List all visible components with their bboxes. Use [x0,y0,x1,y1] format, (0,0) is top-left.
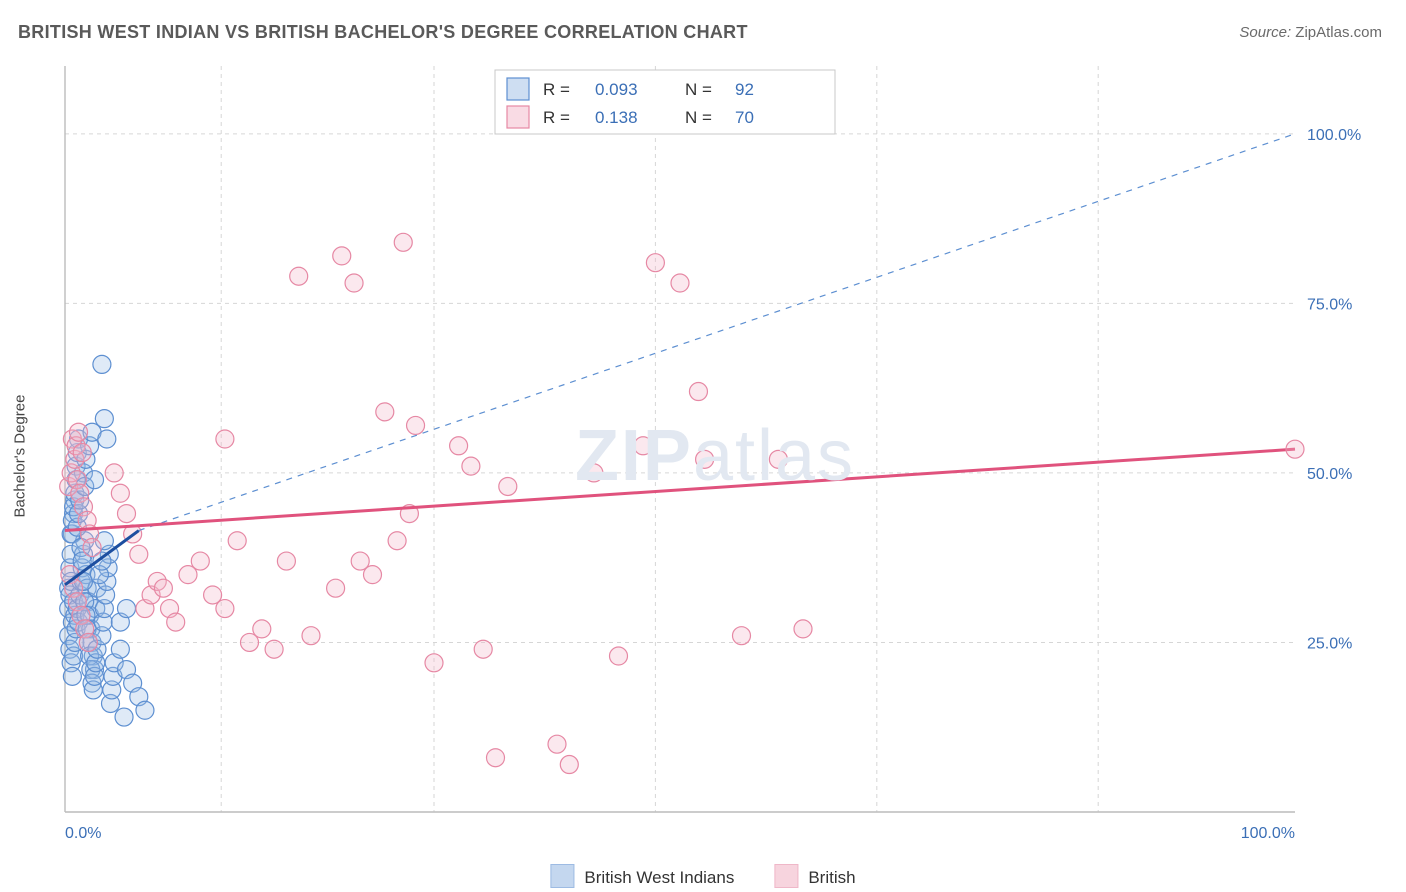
legend-bottom-label: British West Indians [584,868,734,887]
scatter-point-bwi [115,708,133,726]
scatter-point-bwi [86,471,104,489]
scatter-point-british [70,423,88,441]
legend-bottom-label: British [808,868,855,887]
legend-bottom-item-bwi: British West Indians [550,864,734,888]
scatter-point-british [118,505,136,523]
scatter-point-british [333,247,351,265]
scatter-point-bwi [63,667,81,685]
scatter-point-british [265,640,283,658]
source-attribution: Source: ZipAtlas.com [1239,24,1382,41]
scatter-point-british [689,383,707,401]
scatter-point-bwi [93,355,111,373]
scatter-point-british [216,600,234,618]
legend-top-R-label: R = [543,108,570,127]
scatter-point-british [610,647,628,665]
scatter-point-british [388,532,406,550]
scatter-point-british [794,620,812,638]
scatter-point-british [462,457,480,475]
legend-top-swatch-british [507,106,529,128]
scatter-point-british [111,484,129,502]
source-label: Source: [1239,24,1291,41]
legend-top-swatch-bwi [507,78,529,100]
scatter-point-british [79,633,97,651]
projection-line-bwi [139,134,1295,531]
legend-top-N-value: 70 [735,108,754,127]
scatter-point-british [696,450,714,468]
scatter-point-bwi [111,640,129,658]
y-tick-label: 100.0% [1307,127,1361,144]
scatter-point-british [548,735,566,753]
scatter-point-british [425,654,443,672]
legend-top-R-value: 0.138 [595,108,638,127]
y-tick-label: 25.0% [1307,635,1352,652]
scatter-point-british [105,464,123,482]
x-tick-label: 0.0% [65,825,101,842]
scatter-point-british [290,267,308,285]
scatter-point-british [646,254,664,272]
scatter-point-british [228,532,246,550]
scatter-point-british [167,613,185,631]
legend-top-R-value: 0.093 [595,80,638,99]
scatter-point-british [394,233,412,251]
y-tick-label: 50.0% [1307,466,1352,483]
scatter-point-british [154,579,172,597]
scatter-point-british [191,552,209,570]
legend-top-R-label: R = [543,80,570,99]
scatter-point-british [407,416,425,434]
legend-top-N-label: N = [685,80,712,99]
scatter-point-british [487,749,505,767]
scatter-point-british [474,640,492,658]
y-axis-label: Bachelor's Degree [12,395,29,518]
scatter-point-british [499,477,517,495]
scatter-point-british [634,437,652,455]
scatter-point-british [345,274,363,292]
chart-svg: 25.0% 50.0% 75.0% 100.0% 0.0% 100.0% R = 0.093 N… [45,60,1385,852]
scatter-point-british [560,756,578,774]
scatter-point-british [253,620,271,638]
scatter-point-british [585,464,603,482]
scatter-point-british [376,403,394,421]
scatter-point-bwi [118,600,136,618]
legend-bottom-swatch-british [774,864,798,888]
legend-bottom-swatch-bwi [550,864,574,888]
scatter-point-british [671,274,689,292]
x-tick-label: 100.0% [1241,825,1295,842]
scatter-point-bwi [95,410,113,428]
scatter-point-british [450,437,468,455]
scatter-point-british [130,545,148,563]
scatter-point-british [769,450,787,468]
legend-top-N-label: N = [685,108,712,127]
trend-end-marker-british [1286,440,1304,458]
scatter-point-british [327,579,345,597]
legend-top-N-value: 92 [735,80,754,99]
scatter-point-british [733,627,751,645]
scatter-point-british [216,430,234,448]
y-tick-label: 75.0% [1307,296,1352,313]
scatter-point-british [73,444,91,462]
chart-plot-area: Bachelor's Degree ZIPatlas 25.0%50.0%75.… [45,60,1385,852]
scatter-point-british [302,627,320,645]
scatter-point-british [277,552,295,570]
chart-title: BRITISH WEST INDIAN VS BRITISH BACHELOR'… [18,22,748,43]
scatter-point-british [364,566,382,584]
scatter-point-british [83,539,101,557]
trend-line-british [65,449,1295,530]
scatter-point-bwi [98,430,116,448]
scatter-point-bwi [136,701,154,719]
legend-bottom-item-british: British [774,864,855,888]
source-name: ZipAtlas.com [1295,24,1382,41]
legend-bottom: British West Indians British [550,864,855,888]
